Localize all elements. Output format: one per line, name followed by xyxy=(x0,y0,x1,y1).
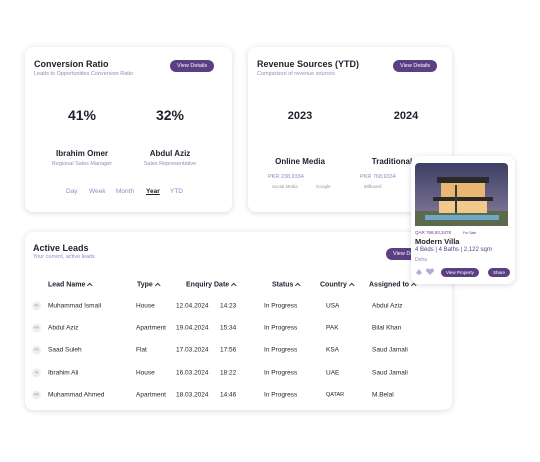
cell: Apartment xyxy=(136,391,166,399)
avatar: IA xyxy=(32,368,41,378)
conversion-card xyxy=(25,47,232,212)
location: Doha xyxy=(415,257,427,263)
legend-item: Google xyxy=(316,184,331,189)
person-role: Regional Sales Manager xyxy=(51,161,113,167)
source-name: Traditional xyxy=(371,157,413,166)
tag: For Sale xyxy=(463,231,477,235)
cell: PAK xyxy=(326,324,339,332)
cell: In Progress xyxy=(264,302,298,310)
cell: Muhammad Ahmed xyxy=(48,391,105,399)
cell: USA xyxy=(326,302,340,310)
cell: Ibrahim Ali xyxy=(48,369,79,377)
source-name: Online Media xyxy=(275,157,325,166)
tab[interactable]: Day xyxy=(66,188,78,195)
icons xyxy=(416,268,435,275)
cell: QATAR xyxy=(326,391,345,398)
cell: 15:34 xyxy=(220,324,237,332)
card-subtitle: Your current, active leads xyxy=(33,254,95,260)
cell: In Progress xyxy=(264,324,298,332)
price: QAR 768,93,3478 xyxy=(415,230,452,235)
tab-active[interactable]: Year xyxy=(146,188,160,195)
column-header: Type xyxy=(137,282,161,289)
tab[interactable]: Month xyxy=(116,188,135,195)
tab[interactable]: Week xyxy=(89,188,106,195)
amount: PKR 768,9334 xyxy=(360,174,396,180)
cell: Flat xyxy=(136,346,147,354)
gauge-value: 41% xyxy=(67,107,97,123)
avatar: MI xyxy=(32,301,41,311)
avatar: SS xyxy=(32,345,41,355)
person-role: Sales Representative xyxy=(143,161,197,167)
cell: 16.03.2024 xyxy=(176,369,209,377)
cell: In Progress xyxy=(264,346,298,354)
card-subtitle: Leads to Opportunities Conversion Ratio xyxy=(34,71,134,77)
cell: M.Belal xyxy=(372,391,394,399)
amount: PKR 238,9334 xyxy=(268,174,304,180)
gauge-value: 32% xyxy=(155,107,185,123)
person-name: Abdul Aziz xyxy=(149,149,191,158)
cell: Apartment xyxy=(136,324,166,332)
column-header: Country xyxy=(320,282,355,289)
cell: In Progress xyxy=(264,369,298,377)
cell: 12.04.2024 xyxy=(176,302,209,310)
cell: Saud Jamali xyxy=(372,346,408,354)
property-name: Modern Villa xyxy=(415,237,460,246)
year-label: 2023 xyxy=(287,110,313,122)
cell: Abdul Aziz xyxy=(48,324,79,332)
cell: 14:23 xyxy=(220,302,237,310)
cell: Bilal Khan xyxy=(372,324,402,332)
avatar: AA xyxy=(32,323,41,333)
cell: Saud Jamali xyxy=(372,369,408,377)
property-card: QAR 768,93,3478 For Sale Modern Villa 4 … xyxy=(411,156,515,284)
view-details-button[interactable]: View Details xyxy=(393,60,438,72)
cell: In Progress xyxy=(264,391,298,399)
person-name: Ibrahim Omer xyxy=(55,149,109,158)
tab[interactable]: YTD xyxy=(170,188,183,195)
card-title: Active Leads xyxy=(33,243,89,253)
property-details: 4 Beds | 4 Baths | 2,122 sqm xyxy=(415,247,492,253)
legend-item: Billboard xyxy=(364,184,382,189)
cell: 17:56 xyxy=(220,346,237,354)
cell: Abdul Aziz xyxy=(372,302,403,310)
year-label: 2024 xyxy=(393,110,419,122)
view-property-button[interactable]: View Property xyxy=(441,268,479,277)
leads-card xyxy=(25,232,452,410)
cell: Muhammad Ismail xyxy=(48,302,102,310)
card-subtitle: Comparison of revenue sources xyxy=(257,71,335,77)
card-title: Conversion Ratio xyxy=(34,59,109,69)
legend-item: Social Media xyxy=(272,184,298,189)
cell: KSA xyxy=(326,346,340,354)
cell: 18:22 xyxy=(220,369,237,377)
view-details-button[interactable]: View Details xyxy=(170,60,215,72)
cell: 18.03.2024 xyxy=(176,391,209,399)
cell: UAE xyxy=(326,369,340,377)
column-header: Assigned to xyxy=(369,282,417,289)
column-header: Lead Name xyxy=(48,282,93,289)
column-header: Status xyxy=(272,282,301,289)
column-header: Enquiry Date xyxy=(186,282,237,289)
property-image xyxy=(415,163,508,226)
cell: Saad Suleh xyxy=(48,346,82,354)
share-button[interactable]: Share xyxy=(488,268,511,277)
avatar: MA xyxy=(32,390,41,400)
cell: House xyxy=(136,302,155,310)
cell: 19.04.2024 xyxy=(176,324,209,332)
cell: 14:46 xyxy=(220,391,237,399)
cell: 17.03.2024 xyxy=(176,346,209,354)
cell: House xyxy=(136,369,155,377)
card-title: Revenue Sources (YTD) xyxy=(257,59,360,69)
